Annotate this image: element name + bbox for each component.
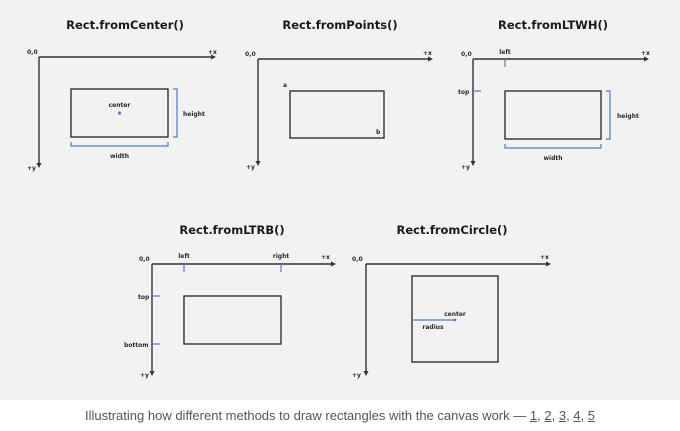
diagram-title: Rect.fromLTRB()	[179, 223, 284, 237]
caption-link-1[interactable]: 1	[529, 408, 538, 423]
width-label: width	[543, 155, 562, 162]
x-axis-label: +x	[641, 50, 650, 57]
width-bracket	[70, 142, 169, 147]
origin-label: 0,0	[27, 49, 38, 56]
height-label: height	[183, 111, 205, 118]
top-label: top	[458, 89, 470, 96]
diagram-title: Rect.fromCenter()	[66, 18, 184, 32]
y-axis-arrowhead	[470, 161, 476, 166]
caption-text: Illustrating how different methods to dr…	[85, 408, 527, 423]
x-axis-arrowhead	[428, 56, 433, 62]
diagram-figure: Rect.fromCenter() 0,0 +x +y center heigh…	[0, 0, 680, 400]
top-label: top	[138, 294, 150, 301]
figure-caption: Illustrating how different methods to dr…	[85, 408, 595, 423]
y-axis-label: +y	[27, 165, 36, 172]
diagram-title: Rect.fromPoints()	[282, 18, 397, 32]
center-label: center	[444, 311, 466, 318]
height-bracket	[173, 88, 178, 138]
left-label: left	[178, 253, 190, 260]
diagram-from-ltwh: Rect.fromLTWH() 0,0 +x +y left top heigh…	[458, 18, 650, 171]
x-axis-arrowhead	[331, 261, 336, 267]
diagram-from-ltrb: Rect.fromLTRB() 0,0 +x +y left right top…	[124, 223, 336, 379]
height-label: height	[617, 113, 639, 120]
origin-label: 0,0	[139, 256, 150, 263]
y-axis-arrowhead	[149, 371, 155, 376]
y-axis-label: +y	[461, 164, 470, 171]
width-label: width	[110, 153, 129, 160]
left-label: left	[499, 49, 511, 56]
x-axis-arrowhead	[546, 261, 551, 267]
x-axis-arrowhead	[644, 56, 649, 62]
x-axis-label: +x	[321, 254, 330, 261]
diagram-from-center: Rect.fromCenter() 0,0 +x +y center heigh…	[27, 18, 217, 172]
center-label: center	[109, 102, 131, 109]
center-point	[117, 111, 122, 115]
caption-link-5[interactable]: 5	[587, 408, 595, 423]
y-axis-label: +y	[140, 372, 149, 379]
rectangle	[411, 275, 499, 363]
rectangle	[70, 88, 169, 138]
x-axis-label: +x	[208, 49, 217, 56]
origin-label: 0,0	[245, 51, 256, 58]
diagram-title: Rect.fromCircle()	[396, 223, 507, 237]
y-axis-arrowhead	[36, 163, 42, 168]
y-axis-arrowhead	[255, 161, 261, 166]
y-axis-label: +y	[246, 164, 255, 171]
caption-link-2[interactable]: 2	[544, 408, 552, 423]
rectangle	[289, 90, 385, 139]
caption-link-3[interactable]: 3	[558, 408, 567, 423]
diagram-from-points: Rect.fromPoints() 0,0 +x +y a b	[245, 18, 433, 171]
origin-label: 0,0	[461, 51, 472, 58]
x-axis-label: +x	[540, 254, 549, 261]
radius-label: radius	[422, 324, 444, 331]
rectangle	[504, 90, 602, 140]
right-label: right	[273, 253, 290, 260]
point-b-label: b	[376, 129, 381, 136]
origin-label: 0,0	[352, 256, 363, 263]
point-a-label: a	[283, 82, 287, 89]
x-axis-arrowhead	[211, 54, 216, 60]
rectangle	[183, 295, 282, 345]
center-point	[453, 318, 457, 322]
diagram-from-circle: Rect.fromCircle() 0,0 +x +y center radiu…	[352, 223, 551, 379]
diagram-title: Rect.fromLTWH()	[498, 18, 608, 32]
y-axis-label: +y	[352, 372, 361, 379]
bottom-label: bottom	[124, 342, 149, 349]
width-bracket	[504, 144, 602, 149]
caption-link-4[interactable]: 4	[573, 408, 581, 423]
height-bracket	[606, 90, 611, 140]
y-axis-arrowhead	[363, 371, 369, 376]
x-axis-label: +x	[423, 50, 432, 57]
